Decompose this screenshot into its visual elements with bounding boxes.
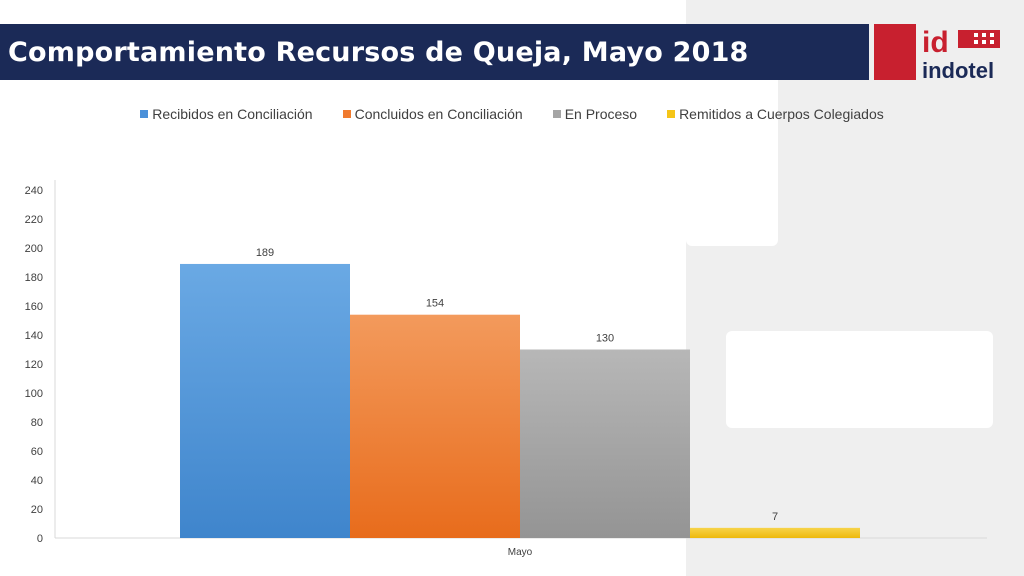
y-tick-label: 100 [25, 388, 43, 400]
chart-bars [180, 263, 860, 538]
indotel-logo: id indotel [874, 24, 1002, 83]
background-card [726, 331, 993, 428]
data-label: 189 [256, 247, 274, 259]
data-label: 154 [426, 298, 444, 310]
y-tick-label: 120 [25, 359, 43, 371]
y-tick-label: 80 [31, 417, 43, 429]
legend-swatch [552, 110, 561, 118]
legend-swatch [140, 110, 149, 118]
y-tick-label: 60 [31, 446, 43, 458]
y-tick-label: 20 [31, 504, 43, 516]
legend-item: Concluidos en Conciliación [342, 106, 523, 122]
logo-mark: id [922, 26, 949, 59]
legend-label: Remitidos a Cuerpos Colegiados [679, 106, 884, 122]
y-tick-label: 140 [25, 330, 43, 342]
y-tick-label: 240 [25, 185, 43, 197]
logo-dots-icon [958, 30, 1000, 48]
bar [690, 527, 860, 538]
legend-item: Recibidos en Conciliación [140, 106, 313, 122]
legend-label: En Proceso [564, 106, 638, 122]
legend-swatch [342, 110, 351, 118]
page-title: Comportamiento Recursos de Queja, Mayo 2… [8, 36, 749, 68]
chart-data-labels: 189 154 130 7 [256, 247, 778, 523]
data-label: 7 [772, 511, 778, 523]
logo-red-block [874, 24, 916, 80]
bar [520, 349, 690, 538]
bar [180, 263, 350, 538]
legend-item: En Proceso [552, 106, 638, 122]
title-bar: Comportamiento Recursos de Queja, Mayo 2… [0, 24, 869, 80]
data-label: 130 [596, 333, 614, 345]
y-tick-label: 180 [25, 272, 43, 284]
logo-text: indotel [922, 58, 994, 82]
bar [350, 314, 520, 538]
y-tick-label: 0 [37, 533, 43, 545]
legend-label: Recibidos en Conciliación [152, 106, 313, 122]
y-tick-label: 40 [31, 475, 43, 487]
chart-legend: Recibidos en Conciliación Concluidos en … [0, 106, 1024, 122]
y-tick-label: 160 [25, 301, 43, 313]
legend-label: Concluidos en Conciliación [354, 106, 523, 122]
legend-item: Remitidos a Cuerpos Colegiados [667, 106, 884, 122]
x-tick-label: Mayo [508, 547, 533, 558]
y-tick-label: 200 [25, 243, 43, 255]
legend-swatch [667, 110, 676, 118]
y-tick-label: 220 [25, 214, 43, 226]
